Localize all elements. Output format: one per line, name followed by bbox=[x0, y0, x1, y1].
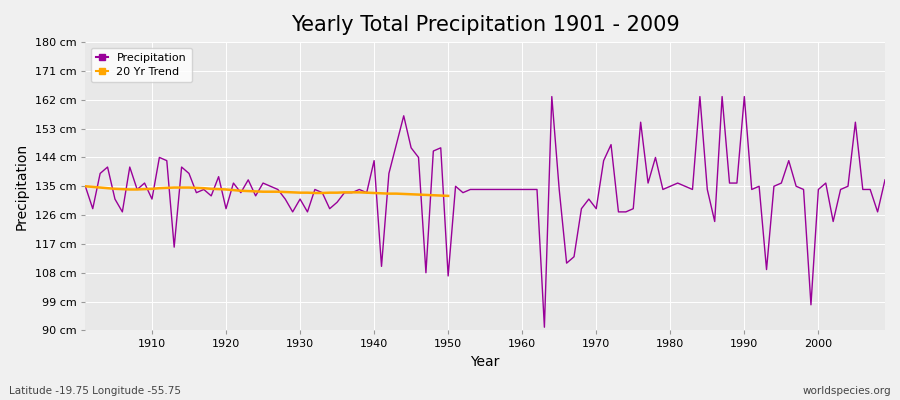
Text: Latitude -19.75 Longitude -55.75: Latitude -19.75 Longitude -55.75 bbox=[9, 386, 181, 396]
Y-axis label: Precipitation: Precipitation bbox=[15, 143, 29, 230]
Text: worldspecies.org: worldspecies.org bbox=[803, 386, 891, 396]
Title: Yearly Total Precipitation 1901 - 2009: Yearly Total Precipitation 1901 - 2009 bbox=[291, 15, 680, 35]
X-axis label: Year: Year bbox=[471, 355, 500, 369]
Legend: Precipitation, 20 Yr Trend: Precipitation, 20 Yr Trend bbox=[91, 48, 192, 82]
